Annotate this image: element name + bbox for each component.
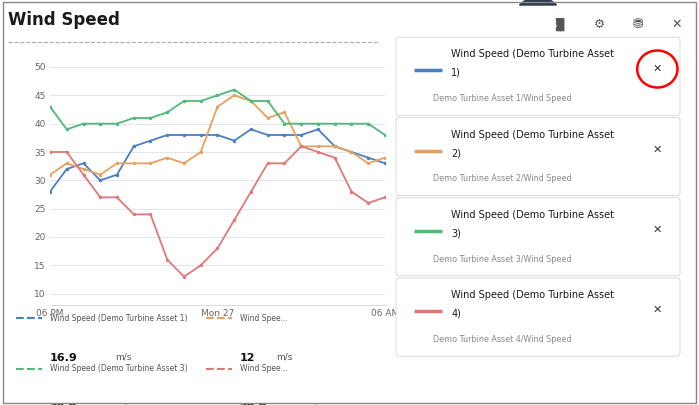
- Text: Wind Speed (Demo Turbine Asset: Wind Speed (Demo Turbine Asset: [451, 49, 614, 60]
- Text: 16.9: 16.9: [50, 353, 78, 362]
- Text: m/s: m/s: [115, 403, 131, 405]
- Text: ⛃: ⛃: [633, 17, 643, 31]
- Text: ✕: ✕: [653, 144, 662, 154]
- Polygon shape: [519, 0, 556, 5]
- Text: 38.8: 38.8: [240, 403, 267, 405]
- Text: m/s: m/s: [115, 353, 131, 362]
- Text: Wind Speed (Demo Turbine Asset 1): Wind Speed (Demo Turbine Asset 1): [50, 314, 187, 323]
- Text: Wind Speed (Demo Turbine Asset: Wind Speed (Demo Turbine Asset: [451, 290, 614, 300]
- Text: 30.8: 30.8: [50, 403, 77, 405]
- Text: Added asset properties: Added asset properties: [402, 18, 557, 31]
- FancyBboxPatch shape: [396, 117, 680, 196]
- FancyBboxPatch shape: [396, 278, 680, 356]
- Text: m/s: m/s: [305, 403, 322, 405]
- FancyBboxPatch shape: [396, 198, 680, 276]
- Text: Wind Speed: Wind Speed: [8, 11, 120, 29]
- Text: Demo Turbine Asset 3/Wind Speed: Demo Turbine Asset 3/Wind Speed: [433, 255, 571, 264]
- Text: Wind Spee...: Wind Spee...: [240, 364, 287, 373]
- Text: Demo Turbine Asset 2/Wind Speed: Demo Turbine Asset 2/Wind Speed: [433, 174, 571, 183]
- Text: 12: 12: [240, 353, 255, 362]
- Text: Wind Speed (Demo Turbine Asset 3): Wind Speed (Demo Turbine Asset 3): [50, 364, 187, 373]
- Text: Demo Turbine Asset 1/Wind Speed: Demo Turbine Asset 1/Wind Speed: [433, 94, 571, 103]
- Text: ⚙: ⚙: [593, 17, 605, 31]
- Text: ✕: ✕: [653, 305, 662, 315]
- Text: Wind Spee...: Wind Spee...: [240, 314, 287, 323]
- Text: ✕: ✕: [653, 225, 662, 234]
- Text: 1): 1): [451, 68, 461, 78]
- Text: Wind Speed (Demo Turbine Asset: Wind Speed (Demo Turbine Asset: [451, 130, 614, 140]
- Text: m/s: m/s: [276, 353, 293, 362]
- Text: ▐▌: ▐▌: [550, 17, 570, 31]
- Text: 3): 3): [451, 228, 461, 239]
- Text: 2): 2): [451, 148, 461, 158]
- Text: ✕: ✕: [672, 17, 682, 31]
- Text: Demo Turbine Asset 4/Wind Speed: Demo Turbine Asset 4/Wind Speed: [433, 335, 571, 344]
- Text: ✕: ✕: [653, 64, 662, 74]
- Text: Wind Speed (Demo Turbine Asset: Wind Speed (Demo Turbine Asset: [451, 210, 614, 220]
- Text: 4): 4): [451, 309, 461, 319]
- FancyBboxPatch shape: [396, 37, 680, 115]
